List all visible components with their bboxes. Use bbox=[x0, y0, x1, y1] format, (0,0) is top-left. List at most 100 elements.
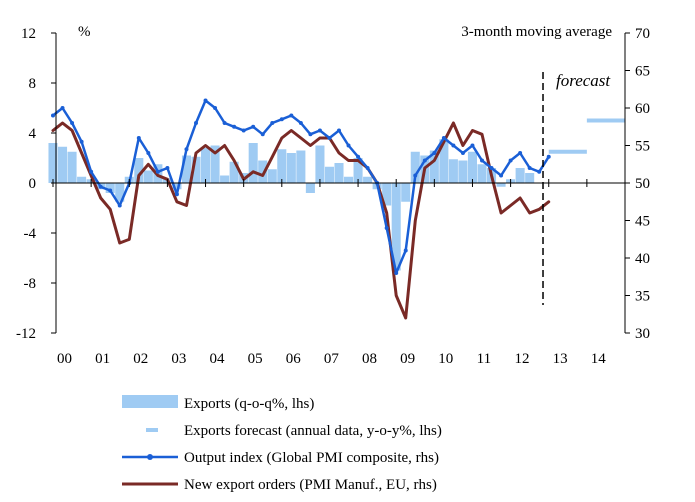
x-tick-label: 13 bbox=[553, 351, 568, 367]
exports-bar bbox=[267, 169, 277, 183]
pmi-marker bbox=[384, 226, 389, 230]
pmi-marker bbox=[222, 121, 227, 125]
new-export-orders-line bbox=[51, 121, 551, 320]
right-tick-label: 45 bbox=[635, 214, 650, 230]
legend-swatch-output-index-marker bbox=[147, 454, 153, 460]
exports-bar bbox=[324, 166, 334, 183]
pmi-marker bbox=[327, 136, 332, 140]
pmi-marker bbox=[308, 132, 313, 137]
right-tick-label: 70 bbox=[635, 26, 650, 42]
exports-bar bbox=[496, 183, 506, 187]
pmi-marker bbox=[480, 158, 484, 163]
right-tick-label: 30 bbox=[635, 326, 650, 342]
pmi-marker bbox=[432, 151, 437, 155]
x-tick-label: 09 bbox=[400, 351, 415, 367]
right-tick-label: 50 bbox=[635, 176, 650, 192]
legend-label: Exports (q-o-q%, lhs) bbox=[184, 396, 314, 412]
pmi-marker bbox=[317, 128, 322, 133]
pmi-marker bbox=[108, 188, 113, 193]
exports-bar bbox=[134, 158, 144, 183]
pmi-marker bbox=[232, 124, 237, 129]
pmi-marker bbox=[241, 128, 246, 133]
pmi-marker bbox=[346, 143, 351, 148]
exports-bar bbox=[525, 173, 535, 183]
forecast-label: forecast bbox=[556, 71, 611, 90]
exports-bar bbox=[67, 151, 77, 183]
pmi-marker bbox=[527, 166, 532, 170]
left-tick-label: 8 bbox=[29, 76, 37, 92]
pmi-marker bbox=[441, 136, 446, 140]
x-tick-label: 01 bbox=[95, 351, 110, 367]
exports-bar bbox=[105, 183, 115, 193]
pmi-marker bbox=[298, 121, 303, 125]
left-tick-label: 0 bbox=[29, 176, 37, 192]
pmi-marker bbox=[98, 184, 103, 189]
exports-bar bbox=[315, 145, 325, 183]
exports-bar bbox=[334, 163, 344, 183]
x-tick-label: 07 bbox=[324, 351, 340, 367]
x-tick-label: 02 bbox=[133, 351, 148, 367]
x-tick-label: 08 bbox=[362, 351, 377, 367]
pmi-marker bbox=[460, 151, 465, 155]
exports-bars bbox=[48, 139, 535, 271]
pmi-marker bbox=[337, 128, 341, 133]
right-tick-label: 40 bbox=[635, 251, 650, 267]
pmi-marker bbox=[499, 173, 504, 178]
pmi-marker bbox=[489, 166, 494, 170]
pmi-marker bbox=[537, 169, 542, 174]
top-annotation: 3-month moving average bbox=[461, 24, 612, 40]
pmi-marker bbox=[155, 169, 160, 174]
pmi-marker bbox=[546, 154, 551, 159]
exports-bar bbox=[248, 143, 258, 183]
exports-bar bbox=[344, 176, 354, 183]
exports-bar bbox=[277, 149, 287, 183]
pmi-marker bbox=[60, 106, 65, 110]
exports-bar bbox=[515, 168, 525, 183]
left-tick-label: 12 bbox=[21, 26, 36, 42]
exports-bar bbox=[296, 150, 306, 183]
right-tick-label: 35 bbox=[635, 289, 650, 305]
x-tick-label: 14 bbox=[591, 351, 607, 367]
x-tick-label: 00 bbox=[57, 351, 72, 367]
exports-bar bbox=[210, 145, 220, 183]
pmi-marker bbox=[356, 154, 361, 159]
pmi-marker bbox=[146, 151, 151, 155]
x-tick-label: 10 bbox=[438, 351, 453, 367]
exports-bar bbox=[220, 175, 230, 183]
right-tick-label: 55 bbox=[635, 139, 650, 155]
exports-bar bbox=[448, 159, 458, 183]
exports-bar bbox=[439, 139, 449, 183]
right-tick-label: 60 bbox=[635, 101, 650, 117]
pmi-marker bbox=[184, 147, 189, 152]
pmi-marker bbox=[289, 113, 294, 118]
left-tick-label: -8 bbox=[24, 276, 37, 292]
exports-bar bbox=[143, 170, 153, 183]
legend-label: New export orders (PMI Manuf., EU, rhs) bbox=[184, 477, 437, 493]
pmi-marker bbox=[117, 203, 122, 208]
exports-bar bbox=[410, 151, 420, 183]
exports-bar bbox=[181, 155, 191, 183]
exports-bar bbox=[286, 153, 296, 183]
exports-bar bbox=[382, 183, 392, 206]
x-tick-label: 04 bbox=[209, 351, 225, 367]
legend-label: Exports forecast (annual data, y-o-y%, l… bbox=[184, 423, 442, 439]
pmi-marker bbox=[518, 151, 523, 155]
left-tick-label: 4 bbox=[29, 126, 37, 142]
exports-bar bbox=[48, 143, 58, 183]
exports-bar bbox=[429, 150, 439, 183]
legend-label: Output index (Global PMI composite, rhs) bbox=[184, 450, 439, 466]
x-tick-label: 06 bbox=[286, 351, 302, 367]
left-tick-label: -4 bbox=[24, 226, 37, 242]
exports-bar bbox=[77, 176, 87, 183]
pmi-marker bbox=[70, 121, 75, 125]
pmi-marker bbox=[79, 139, 84, 144]
legend-swatch-exports-bar bbox=[122, 395, 178, 408]
pmi-marker bbox=[470, 143, 475, 148]
exports-bar bbox=[467, 151, 477, 183]
x-tick-label: 12 bbox=[515, 351, 530, 367]
pmi-marker bbox=[51, 113, 55, 118]
exports-bar bbox=[191, 156, 201, 183]
output-index-line bbox=[51, 99, 550, 275]
